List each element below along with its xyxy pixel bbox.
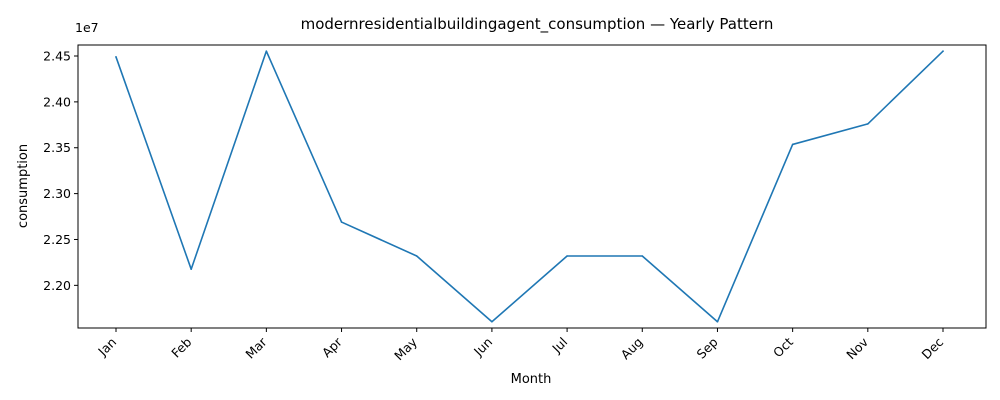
data-point-nov [867,123,869,125]
data-point-jun [491,320,493,323]
data-point-dec [942,50,944,52]
x-tick-label: Sep [693,334,720,361]
y-axis-ticks: 2.20 2.25 2.30 2.35 2.40 2.45 [43,49,78,293]
x-axis-ticks: Jan Feb Mar Apr May Jun Jul Aug Sep Oct Nov Dec [94,328,946,363]
x-tick-label: Dec [919,334,947,362]
y-tick-label: 2.20 [43,278,71,293]
y-tick-label: 2.25 [43,232,71,247]
x-tick-label: Jun [470,334,495,359]
x-tick-label: Mar [242,334,270,362]
x-tick-label: May [391,334,420,363]
x-tick-label: Aug [618,334,646,362]
data-point-oct [791,143,794,146]
data-point-jul [566,255,568,257]
data-point-apr [340,221,343,223]
data-point-may [415,255,418,257]
plot-area-frame [77,44,987,329]
x-tick-label: Jul [548,334,570,356]
x-tick-label: Jan [94,334,119,359]
data-point-mar [265,50,268,52]
y-tick-label: 2.30 [43,186,71,201]
y-axis-offset-label: 1e7 [75,20,99,35]
chart-title: modernresidentialbuildingagent_consumpti… [301,15,774,34]
x-tick-label: Apr [319,334,346,361]
data-point-aug [641,255,644,257]
x-axis-label: Month [511,372,552,387]
data-point-sep [716,320,719,323]
y-tick-label: 2.40 [43,94,71,109]
data-point-feb [190,268,192,270]
x-tick-label: Feb [168,334,194,360]
y-tick-label: 2.35 [43,140,71,155]
data-point-jan [115,56,117,58]
series-line-0 [115,50,944,323]
y-tick-label: 2.45 [43,49,71,64]
y-axis-label: consumption [16,144,31,228]
series-layer [115,50,944,323]
x-tick-label: Nov [843,334,871,362]
x-tick-label: Oct [770,334,796,360]
